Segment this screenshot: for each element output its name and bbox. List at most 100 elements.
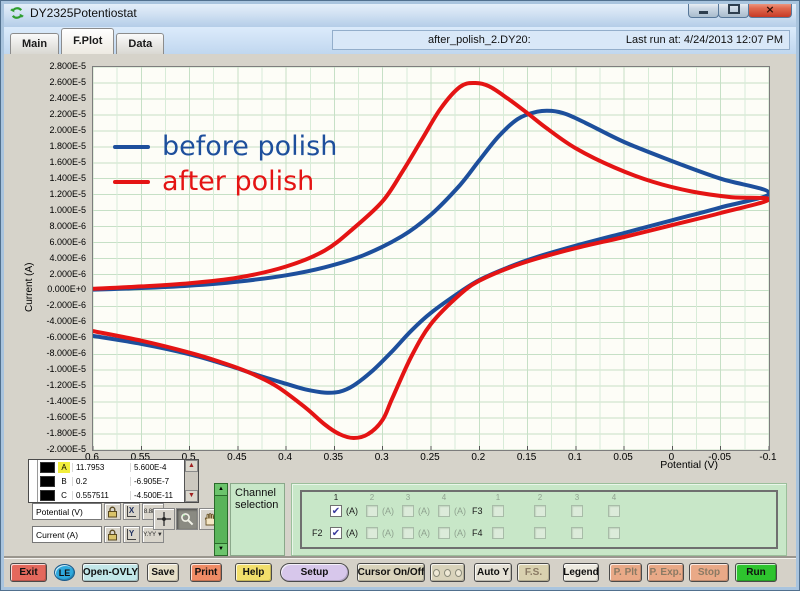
- x-scale-name-field[interactable]: [32, 503, 102, 520]
- tab-bar: Main F.Plot Data after_polish_2.DY20: Last…: [0, 27, 800, 54]
- y-tick-label: -1.400E-5: [46, 396, 86, 407]
- x-tick-label: 0.05: [613, 452, 633, 463]
- channel-grid: 1 ✔ (A) ✔ (A) 2 (A) (A) 3 (A) (A) 4 (A) (A) F2 F3 F4 1 2 3 4: [300, 490, 778, 549]
- f4-col-3-checkbox[interactable]: [571, 527, 583, 539]
- y-scale-lock-button[interactable]: [104, 526, 121, 543]
- tab-data[interactable]: Data: [116, 33, 165, 54]
- toolbar-button-save[interactable]: Save: [147, 563, 179, 582]
- cursor-row-c[interactable]: C 0.557511 -4.500E-11: [29, 488, 184, 502]
- legend-item: before polish: [113, 129, 337, 164]
- cursor-table: A 11.7953 5.600E-4 B 0.2 -6.905E-7 C 0.557511 -4…: [28, 459, 199, 503]
- y-axis-ticks: 2.800E-5 2.600E-5 2.400E-5 2.200E-5 2.000E-5…: [26, 61, 88, 454]
- channel-col-header-2: 2: [369, 493, 375, 502]
- x-tick-label: 0.5: [181, 452, 196, 463]
- channel-2-checkbox[interactable]: [366, 505, 378, 517]
- y-tick-label: 2.800E-5: [49, 61, 86, 71]
- y-tick-label: -2.000E-6: [46, 300, 86, 311]
- f2-channel-3-checkbox[interactable]: [402, 527, 414, 539]
- plot-area[interactable]: before polish after polish: [92, 66, 770, 451]
- toolbar-button-cursor-onoff[interactable]: Cursor On/Off: [357, 563, 425, 582]
- x-scale-lock-button[interactable]: [104, 503, 121, 520]
- channel-scrollbar[interactable]: ▲ ▼: [214, 483, 228, 556]
- tab-main[interactable]: Main: [10, 33, 60, 54]
- channel-3-checkbox[interactable]: [402, 505, 414, 517]
- x-axis-title: Potential (V): [660, 459, 718, 471]
- dropdown-caret-icon: ▼: [156, 531, 163, 538]
- y-tick-label: -1.600E-5: [46, 412, 86, 423]
- x-tick-label: 0.6: [85, 452, 99, 463]
- toolbar-button-setup[interactable]: Setup: [280, 563, 349, 582]
- tab-fplot[interactable]: F.Plot: [61, 28, 115, 54]
- y-tick-label: -8.000E-6: [46, 348, 86, 359]
- scroll-down-icon[interactable]: ▼: [185, 490, 198, 502]
- f3-col-4-checkbox[interactable]: [608, 505, 620, 517]
- y-tick-label: 1.000E-5: [49, 204, 86, 215]
- x-tick-label: 0.15: [516, 452, 537, 463]
- zoom-tool-button[interactable]: [176, 508, 198, 530]
- close-button[interactable]: ×: [748, 1, 792, 18]
- cursor-led-indicator: [455, 568, 462, 577]
- y-tick-label: 8.000E-6: [49, 220, 86, 231]
- scroll-down-icon[interactable]: ▼: [215, 543, 227, 555]
- y-scale-name-field[interactable]: [32, 526, 102, 543]
- toolbar-button-p-plt: P. Plt: [609, 563, 642, 582]
- y-tick-label: -6.000E-6: [46, 332, 86, 343]
- f3-row-label: F3: [472, 506, 483, 516]
- last-run-label: Last run at: 4/24/2013 12:07 PM: [625, 34, 783, 46]
- f3-col-2-checkbox[interactable]: [534, 505, 546, 517]
- cursor-color-swatch: [40, 475, 55, 487]
- f4-col-2-checkbox[interactable]: [534, 527, 546, 539]
- x-tick-label: 0.25: [420, 452, 440, 463]
- lock-icon: [108, 529, 117, 540]
- toolbar-button-open-ovly[interactable]: Open-OVLY: [82, 563, 139, 582]
- toolbar-button-cursor-leds[interactable]: [430, 563, 465, 582]
- y-tick-label: 2.000E-5: [49, 124, 86, 135]
- scroll-up-icon[interactable]: ▲: [215, 484, 227, 496]
- toolbar-button-run[interactable]: Run: [735, 563, 777, 582]
- cursor-table-scrollbar[interactable]: ▲ ▼: [184, 460, 198, 502]
- y-tick-label: 6.000E-6: [49, 236, 86, 247]
- f2-channel-1-unit-label: (A): [346, 528, 358, 538]
- toolbar-button-print[interactable]: Print: [190, 563, 222, 582]
- channel-selection-panel: 1 ✔ (A) ✔ (A) 2 (A) (A) 3 (A) (A) 4 (A) (A) F2 F3 F4 1 2 3 4: [291, 483, 787, 556]
- f4-col-1-checkbox[interactable]: [492, 527, 504, 539]
- filename-label: after_polish_2.DY20:: [428, 34, 531, 46]
- x-tick-label: 0.2: [471, 452, 486, 463]
- toolbar-button-exit[interactable]: Exit: [10, 563, 47, 582]
- toolbar-button-help[interactable]: Help: [235, 563, 272, 582]
- f3-col-1-checkbox[interactable]: [492, 505, 504, 517]
- f2-channel-4-checkbox[interactable]: [438, 527, 450, 539]
- f2-channel-1-checkbox[interactable]: ✔: [330, 527, 342, 539]
- maximize-button[interactable]: [718, 1, 749, 18]
- f2-channel-2-checkbox[interactable]: [366, 527, 378, 539]
- close-icon: ×: [765, 2, 775, 16]
- channel-4-checkbox[interactable]: [438, 505, 450, 517]
- toolbar-button-legend[interactable]: Legend: [563, 563, 599, 582]
- toolbar-button-le[interactable]: LE: [54, 564, 75, 581]
- y-tick-label: 4.000E-6: [49, 252, 86, 263]
- f3-col-3-checkbox[interactable]: [571, 505, 583, 517]
- y-autoscale-button[interactable]: Y: [123, 526, 140, 543]
- f-col-header-1: 1: [495, 493, 501, 502]
- graph-tool-palette: [153, 508, 222, 530]
- minimize-button[interactable]: [688, 1, 719, 18]
- x-autoscale-button[interactable]: X: [123, 503, 140, 520]
- channel-1-checkbox[interactable]: ✔: [330, 505, 342, 517]
- toolbar-button-auto-y[interactable]: Auto Y: [474, 563, 512, 582]
- maximize-icon: [727, 4, 740, 14]
- cursor-row-b[interactable]: B 0.2 -6.905E-7: [29, 474, 184, 488]
- crosshair-tool-button[interactable]: [153, 508, 175, 530]
- y-tick-label: 2.600E-5: [49, 77, 86, 87]
- channel-1-unit-label: (A): [346, 506, 358, 516]
- x-tick-label: 0.45: [227, 452, 247, 463]
- cursor-row-a[interactable]: A 11.7953 5.600E-4: [29, 460, 184, 474]
- f-col-header-4: 4: [611, 493, 617, 502]
- file-header: after_polish_2.DY20: Last run at: 4/24/2…: [332, 30, 790, 50]
- legend-label: before polish: [162, 131, 338, 162]
- scroll-up-icon[interactable]: ▲: [185, 460, 198, 472]
- f4-col-4-checkbox[interactable]: [608, 527, 620, 539]
- toolbar-button-fs: F.S.: [517, 563, 550, 582]
- toolbar-button-p-exp: P. Exp.: [647, 563, 684, 582]
- x-tick-label: 0.4: [278, 452, 293, 463]
